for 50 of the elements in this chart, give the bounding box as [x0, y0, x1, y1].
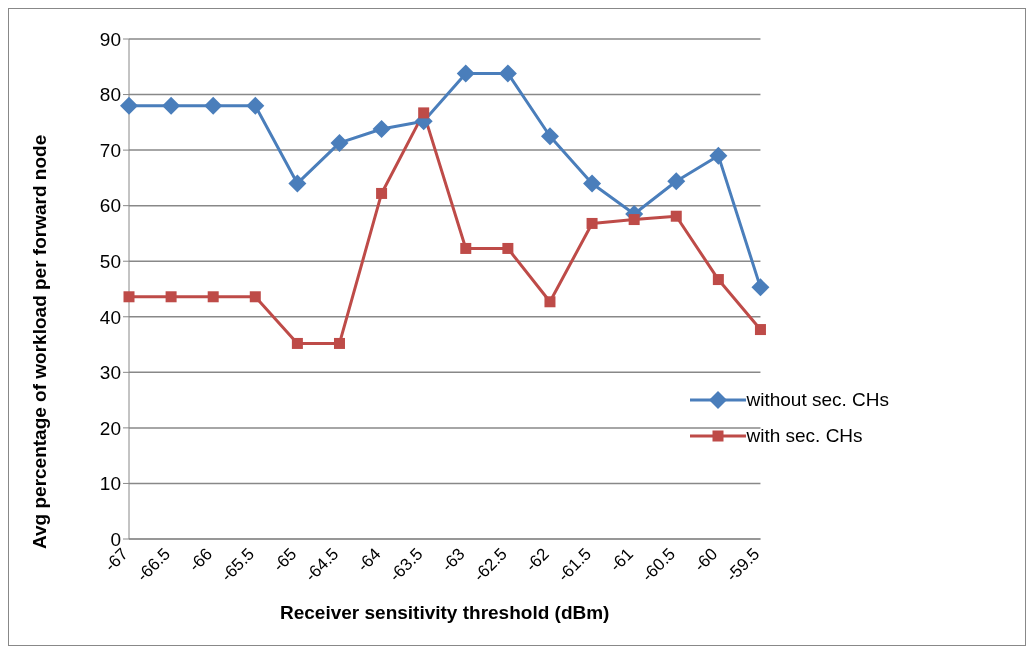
- point: [712, 274, 724, 286]
- point: [204, 96, 223, 115]
- point: [586, 217, 598, 229]
- point: [498, 64, 517, 83]
- point: [751, 278, 770, 297]
- point: [207, 291, 219, 303]
- point: [583, 174, 602, 193]
- point: [667, 172, 686, 191]
- y-tick-label: 30: [99, 362, 121, 384]
- x-tick-label: -64: [353, 544, 385, 576]
- point: [330, 133, 349, 152]
- point: [456, 64, 475, 83]
- point: [376, 187, 388, 199]
- point: [418, 107, 430, 119]
- point: [372, 120, 391, 138]
- x-tick-label: -66: [185, 544, 217, 576]
- x-tick-label: -61: [606, 544, 637, 576]
- x-axis-title: Receiver sensitivity threshold (dBm): [280, 602, 610, 623]
- y-tick-label: 90: [99, 28, 121, 50]
- x-tick-label: -65: [269, 544, 301, 576]
- point: [544, 296, 556, 308]
- point: [333, 337, 345, 349]
- y-tick-label: 10: [99, 473, 121, 495]
- y-axis-title: Avg percentage of workload per forward node: [28, 134, 50, 549]
- y-tick-label: 80: [99, 84, 121, 106]
- x-tick-label: -60: [690, 544, 722, 576]
- point: [165, 291, 177, 303]
- point: [709, 146, 728, 165]
- point: [288, 174, 307, 193]
- x-tick-label: -63: [437, 544, 469, 576]
- point: [628, 214, 640, 226]
- y-tick-label: 40: [99, 306, 121, 328]
- point: [540, 127, 559, 146]
- point: [754, 324, 766, 336]
- x-tick-label: -62: [521, 544, 553, 576]
- legend-label: with sec. CHs: [746, 425, 863, 447]
- y-tick-label: 70: [99, 139, 121, 161]
- y-tick-label: 60: [99, 195, 121, 217]
- point: [502, 242, 514, 254]
- point: [123, 291, 135, 303]
- y-tick-label: 20: [99, 417, 121, 439]
- point: [249, 291, 261, 303]
- point: [670, 210, 682, 222]
- point: [246, 96, 265, 115]
- point: [291, 337, 303, 349]
- point: [162, 96, 181, 115]
- legend-label: without sec. CHs: [746, 389, 889, 411]
- y-tick-label: 50: [99, 250, 121, 272]
- point: [120, 96, 138, 115]
- point: [460, 242, 472, 254]
